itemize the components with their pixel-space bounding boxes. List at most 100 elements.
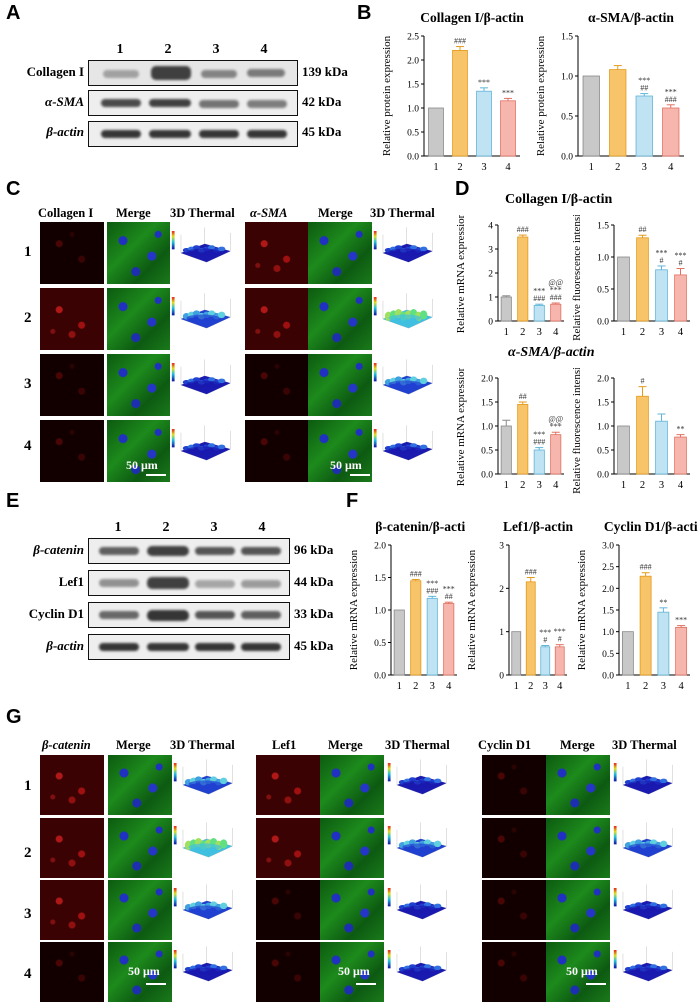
bar	[533, 449, 545, 475]
fluorescence-image-red	[40, 818, 104, 878]
y-tick-label: 0.5	[597, 447, 609, 457]
fluorescence-image-red	[245, 354, 309, 416]
thermal-3d-plot	[612, 880, 676, 940]
y-tick-label: 0	[488, 318, 493, 328]
x-tick-label: 4	[678, 480, 684, 491]
row-label: 1	[24, 778, 32, 794]
y-axis-label: Relative mRNA expression	[466, 549, 478, 670]
y-tick-label: 1.0	[481, 423, 493, 433]
fluorescence-image-red	[256, 818, 320, 878]
y-tick-label: 2	[488, 270, 493, 280]
chart-bcatenin-mrna: β-catenin/β-actin Relative mRNA expressio…	[348, 519, 465, 692]
fluorescence-image-red	[256, 880, 320, 940]
fluorescence-image-merge	[107, 288, 171, 350]
row-label: 4	[24, 438, 32, 454]
y-tick-label: 2.0	[597, 375, 609, 385]
y-tick-label: 0.5	[561, 113, 573, 123]
y-tick-label: 1	[488, 294, 493, 304]
y-tick-label: 4	[488, 222, 493, 232]
significance-label: ***	[638, 76, 650, 85]
bar	[452, 50, 468, 157]
fluorescence-image-red	[40, 354, 104, 416]
column-header: Lef1	[272, 738, 297, 752]
column-header: 3D Thermal	[385, 738, 450, 752]
fluorescence-image-merge	[546, 818, 610, 878]
significance-label: ##	[640, 84, 648, 93]
y-tick-label: 0.0	[602, 672, 614, 682]
thermal-3d-plot	[172, 942, 236, 1002]
chart-asma-fluorescence: Relative fluorescence intensity 0.0 0.5 1.0…	[571, 368, 690, 494]
fluorescence-image-merge	[320, 755, 384, 815]
kda-label: 42 kDa	[302, 94, 342, 109]
scale-bar	[356, 983, 376, 985]
y-tick-label: 0.0	[597, 318, 609, 328]
fluorescence-image-merge	[108, 755, 172, 815]
lane-label: 3	[210, 520, 218, 535]
significance-label: ***	[656, 248, 668, 257]
thermal-3d-plot	[386, 942, 450, 1002]
y-tick-label: 0.5	[602, 650, 614, 660]
chart-title: Collagen I/β-actin	[505, 192, 613, 207]
chart-title: Cyclin D1/β-actin	[604, 519, 698, 534]
bar	[662, 107, 680, 157]
fluorescence-image-red	[40, 222, 104, 284]
significance-label: ##	[519, 392, 527, 401]
fluorescence-image-merge	[546, 755, 610, 815]
x-tick-label: 1	[397, 681, 402, 692]
y-tick-label: 0.5	[481, 447, 493, 457]
x-tick-label: 2	[413, 681, 418, 692]
significance-label: ***	[675, 251, 687, 260]
significance-label: **	[659, 598, 667, 607]
x-tick-label: 2	[457, 162, 462, 173]
chart-collagen-mrna: Relative mRNA expression 012341###2###***…	[455, 215, 564, 338]
bar	[533, 305, 545, 322]
y-axis-label: Relative mRNA expression	[455, 215, 467, 333]
significance-label: ###	[533, 294, 545, 303]
lane-label: 2	[162, 520, 170, 535]
column-header: 3D Thermal	[170, 206, 235, 220]
y-tick-label: 2.0	[407, 57, 419, 67]
lane-label: 4	[260, 42, 268, 57]
fluorescence-image-merge	[546, 880, 610, 940]
chart-collagen-fluorescence: Relative fluorescence intensity 0.0 0.5 1.0…	[571, 215, 690, 341]
bar	[476, 90, 492, 157]
y-axis-label: Relative mRNA expression	[576, 549, 588, 670]
protein-label: β-catenin	[33, 542, 84, 557]
bar	[500, 100, 516, 157]
fluorescence-image-merge	[108, 818, 172, 878]
bar	[636, 237, 649, 322]
y-tick-label: 0.0	[481, 471, 493, 481]
lane-label: 2	[164, 42, 172, 57]
protein-label: Cyclin D1	[28, 606, 84, 621]
significance-label: #	[679, 259, 683, 268]
blot-strip-collagen	[88, 60, 298, 86]
significance-label: ***	[554, 627, 566, 636]
bar	[674, 436, 687, 475]
y-axis-label: Relative mRNA expression	[455, 368, 467, 486]
significance-label: ###	[640, 563, 652, 572]
column-header: 3D Thermal	[170, 738, 235, 752]
bar	[525, 581, 536, 676]
significance-label: ***	[533, 430, 545, 439]
chart-title: α-SMA/β-actin	[508, 345, 595, 360]
bar	[500, 425, 512, 475]
y-tick-label: 2.5	[407, 33, 419, 43]
kda-label: 33 kDa	[294, 606, 334, 621]
fluorescence-image-merge	[107, 420, 171, 482]
blot-strip-cyclind1	[88, 602, 290, 628]
bar	[517, 236, 529, 322]
fluorescence-image-red	[40, 288, 104, 350]
x-tick-label: 1	[433, 162, 438, 173]
y-axis-label: Relative mRNA expression	[348, 549, 360, 670]
significance-label: ***	[550, 286, 562, 295]
fluorescence-image-red	[256, 942, 320, 1002]
y-axis-label: Relative fluorescence intensity	[571, 215, 583, 341]
x-tick-label: 1	[514, 681, 519, 692]
y-tick-label: 2.0	[481, 375, 493, 385]
fluorescence-image-red	[245, 288, 309, 350]
thermal-3d-plot	[612, 942, 676, 1002]
chart-title: Collagen I/β-actin	[420, 10, 524, 25]
significance-label: ##	[445, 592, 453, 601]
y-tick-label: 1	[499, 628, 504, 638]
significance-label: ###	[410, 569, 422, 578]
